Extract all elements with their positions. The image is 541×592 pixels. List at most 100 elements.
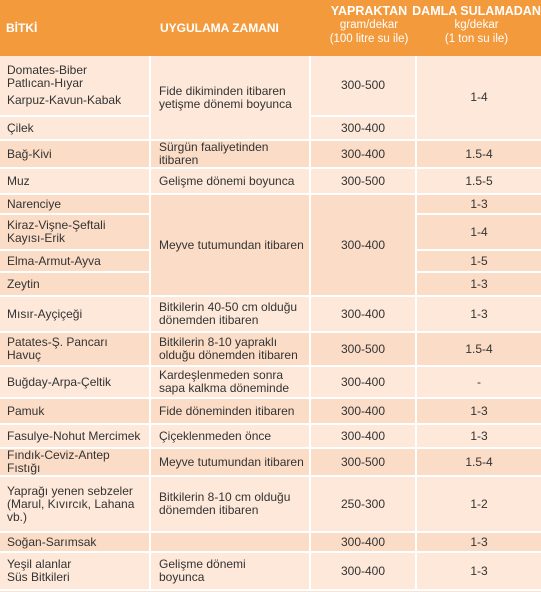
damla-cell: 1-3 [415, 552, 541, 591]
damla-cell: 1.5-4 [415, 332, 541, 367]
time-cell: Kardeşlenmeden sonra sapa kalkma dönemin… [149, 366, 310, 399]
time-text: Bitkilerin 40-50 cm olduğu [159, 300, 298, 314]
damla-cell: 1-3 [415, 532, 541, 553]
data-table: Domates-Biber Patlıcan-Hıyar Karpuz-Kavu… [0, 56, 541, 591]
yaprak-cell: 300-400 [309, 552, 416, 591]
table-row: Narenciye Meyve tutumundan itibaren 300-… [0, 194, 541, 297]
table-row: Patates-Ş. Pancarı Havuç Bitkilerin 8-10… [0, 332, 541, 367]
yaprak-cell: 300-500 [309, 168, 416, 195]
yaprak-cell: 250-300 [309, 476, 416, 533]
yaprak-cell: 300-400 [309, 366, 416, 399]
plant-name: Karpuz-Kavun-Kabak [7, 93, 122, 107]
yaprak-cell: 300-500 [309, 332, 416, 367]
plant-name: Yeşil alanlar [7, 557, 72, 571]
plant-cell: Pamuk [0, 398, 150, 425]
damla-cell: 1-3 [415, 398, 541, 425]
header-yapraktan: YAPRAKTAN gram/dekar (100 litre su ile) [310, 5, 428, 46]
table-row: Mısır-Ayçiçeği Bitkilerin 40-50 cm olduğ… [0, 296, 541, 333]
time-text: boyunca [159, 570, 205, 584]
plant-cell: Yaprağı yenen sebzeler (Marul, Kıvırcık,… [0, 476, 150, 533]
time-text: Bitkilerin 8-10 yapraklı [159, 335, 278, 349]
time-cell: Meyve tutumundan itibaren [149, 448, 310, 477]
plant-cell: Zeytin [0, 272, 150, 297]
plant-cell: Fasulye-Nohut Mercimek [0, 424, 150, 449]
table-row: Fasulye-Nohut Mercimek Çiçeklenmeden önc… [0, 424, 541, 449]
plant-name: Kiraz-Vişne-Şeftali [7, 218, 106, 232]
damla-cell: 1-5 [415, 250, 541, 273]
table-row: Elma-Armut-Ayva 1-5 [0, 250, 541, 273]
yaprak-cell: 300-400 [309, 296, 416, 333]
header-damla-unit2: (1 ton su ile) [444, 33, 509, 45]
time-cell [149, 532, 310, 553]
table-row: Kiraz-Vişne-Şeftali Kayısı-Erik 1-4 [0, 214, 541, 251]
time-cell: Bitkilerin 8-10 yapraklı olduğu dönemden… [149, 332, 310, 367]
plant-cell: Muz [0, 168, 150, 195]
plant-name: Patlıcan-Hıyar [7, 76, 84, 90]
plant-name: vb.) [7, 509, 28, 524]
time-text: Kardeşlenmeden sonra [159, 368, 284, 382]
plant-cell: Fındık-Ceviz-Antep Fıstığı [0, 448, 150, 477]
plant-cell: Kiraz-Vişne-Şeftali Kayısı-Erik [0, 214, 150, 251]
table-row: Zeytin 1-3 [0, 272, 541, 297]
time-cell: Çiçeklenmeden önce [149, 424, 310, 449]
yaprak-cell: 300-400 [309, 532, 416, 553]
plant-name: (Marul, Kıvırcık, Lahana [7, 496, 135, 511]
damla-cell: 1-3 [415, 194, 541, 215]
yaprak-cell: 300-400 [309, 116, 416, 141]
time-cell: Bitkilerin 40-50 cm olduğu dönemden itib… [149, 296, 310, 333]
header-damla-unit1: kg/dekar [454, 19, 499, 31]
damla-cell: - [415, 366, 541, 399]
plant-name: Domates-Biber [7, 63, 88, 77]
header-uygulama: UYGULAMA ZAMANI [160, 21, 279, 35]
damla-cell: 1-4 [415, 214, 541, 251]
damla-cell: 1-4 [415, 56, 541, 141]
table-row: Soğan-Sarımsak 300-400 1-3 [0, 532, 541, 553]
plant-name: Yaprağı yenen sebzeler [7, 483, 133, 498]
header-damla-title: DAMLA SULAMADAN [412, 4, 541, 18]
time-cell: Meyve tutumundan itibaren [149, 194, 310, 297]
damla-cell: 1.5-5 [415, 168, 541, 195]
time-text: Fide dikiminden itibaren [159, 83, 286, 98]
time-text: Bitkilerin 8-10 cm olduğu [159, 490, 291, 504]
table-row: Fındık-Ceviz-Antep Fıstığı Meyve tutumun… [0, 448, 541, 477]
yaprak-cell: 300-400 [309, 194, 416, 297]
time-cell: Gelişme dönemi boyunca [149, 168, 310, 195]
damla-cell: 1-2 [415, 476, 541, 533]
time-cell: Fide döneminden itibaren [149, 398, 310, 425]
damla-cell: 1-3 [415, 272, 541, 297]
plant-cell: Domates-Biber Patlıcan-Hıyar Karpuz-Kavu… [0, 56, 150, 117]
plant-name: Süs Bitkileri [7, 570, 70, 584]
header-yapraktan-unit1: gram/dekar [339, 19, 399, 31]
time-cell: Sürgün faaliyetinden itibaren [149, 140, 310, 169]
yaprak-cell: 300-400 [309, 140, 416, 169]
yaprak-cell: 300-500 [309, 56, 416, 117]
table-row: Pamuk Fide döneminden itibaren 300-400 1… [0, 398, 541, 425]
time-cell: Fide dikiminden itibaren yetişme dönemi … [149, 56, 310, 141]
table-row: Domates-Biber Patlıcan-Hıyar Karpuz-Kavu… [0, 56, 541, 141]
table-row: Buğday-Arpa-Çeltik Kardeşlenmeden sonra … [0, 366, 541, 399]
plant-cell: Buğday-Arpa-Çeltik [0, 366, 150, 399]
table-row: Muz Gelişme dönemi boyunca 300-500 1.5-5 [0, 168, 541, 195]
plant-name: Kayısı-Erik [7, 231, 66, 245]
damla-cell: 1-3 [415, 296, 541, 333]
yaprak-cell: 300-400 [309, 398, 416, 425]
plant-cell: Yeşil alanlar Süs Bitkileri [0, 552, 150, 591]
plant-cell: Çilek [0, 116, 150, 141]
table-row: Yeşil alanlar Süs Bitkileri Gelişme döne… [0, 552, 541, 591]
plant-cell: Soğan-Sarımsak [0, 532, 150, 553]
plant-cell: Mısır-Ayçiçeği [0, 296, 150, 333]
time-text: yetişme dönemi boyunca [159, 96, 292, 111]
time-text: Gelişme dönemi [159, 557, 246, 571]
time-cell: Gelişme dönemi boyunca [149, 552, 310, 591]
plant-cell: Elma-Armut-Ayva [0, 250, 150, 273]
damla-cell: 1.5-4 [415, 140, 541, 169]
table-row: Çilek 300-400 [0, 116, 541, 141]
table-row: Bağ-Kivi Sürgün faaliyetinden itibaren 3… [0, 140, 541, 169]
table-row: Yaprağı yenen sebzeler (Marul, Kıvırcık,… [0, 476, 541, 533]
damla-cell: 1-3 [415, 424, 541, 449]
header-damla: DAMLA SULAMADAN kg/dekar (1 ton su ile) [412, 5, 541, 46]
plant-cell: Narenciye [0, 194, 150, 215]
yaprak-cell: 300-500 [309, 448, 416, 477]
time-text: dönemden itibaren [159, 503, 259, 517]
